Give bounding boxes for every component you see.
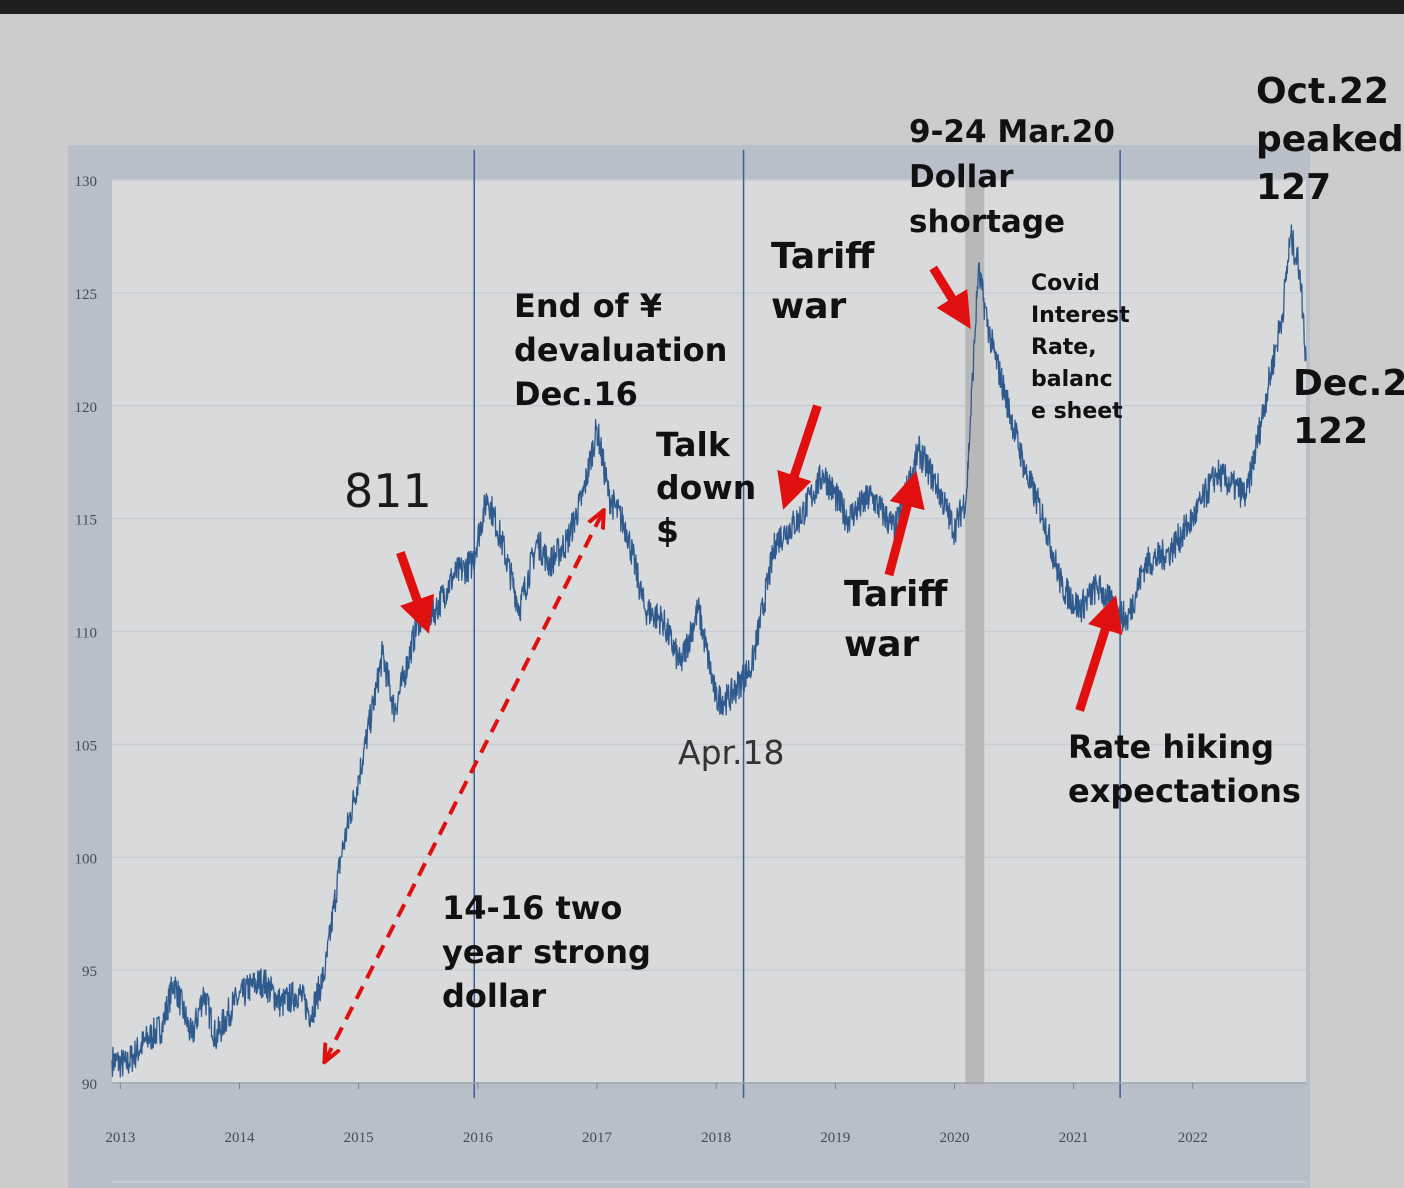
y-tick-label: 120 [75, 400, 98, 416]
x-tick-label: 2018 [701, 1130, 731, 1146]
arrow-dollar-shortage [929, 265, 971, 330]
arrow-two-year-strong-dollar [325, 512, 603, 1061]
annotation-dec2: Dec.2 122 [1293, 363, 1404, 452]
annotation-dollar-shortage: 9-24 Mar.20 Dollar shortage [909, 114, 1115, 240]
x-tick-label: 2019 [820, 1130, 850, 1146]
x-tick-label: 2017 [582, 1130, 613, 1146]
series-line-usd-index [111, 224, 1307, 1078]
y-tick-label: 100 [75, 851, 98, 867]
y-tick-label: 90 [82, 1077, 97, 1093]
y-tick-label: 130 [75, 174, 98, 190]
x-tick-label: 2020 [939, 1130, 969, 1146]
y-tick-label: 125 [75, 287, 98, 303]
annotation-two-year-strong-dollar: 14-16 two year strong dollar [442, 889, 651, 1015]
y-tick-label: 115 [75, 513, 97, 529]
y-tick-label: 110 [75, 626, 97, 642]
annotation-apr-18: Apr.18 [678, 733, 785, 772]
x-tick-label: 2016 [463, 1130, 494, 1146]
annotation-oct22-peak: Oct.22 peaked 127 [1256, 71, 1404, 208]
top-bar [0, 0, 1404, 14]
arrow-rate-hiking [1075, 595, 1123, 712]
x-tick-label: 2022 [1178, 1130, 1208, 1146]
shaded-band-mar20 [965, 180, 985, 1085]
x-tick-label: 2014 [225, 1130, 256, 1146]
x-tick-label: 2013 [105, 1130, 135, 1146]
annotation-811: 811 [344, 464, 432, 518]
annotation-talk-down-dollar: Talk down $ [656, 425, 757, 550]
y-tick-label: 105 [75, 738, 98, 754]
y-tick-label: 95 [82, 964, 97, 980]
x-tick-label: 2015 [344, 1130, 374, 1146]
annotation-covid-interest-rate: Covid Interest Rate, balanc e sheet [1031, 271, 1130, 424]
annotation-rate-hiking-expectations: Rate hiking expectations [1068, 728, 1301, 810]
annotation-end-of-yuan-devaluation: End of ¥ devaluation Dec.16 [514, 287, 728, 413]
x-tick-label: 2021 [1059, 1130, 1089, 1146]
arrow-tariff-war-2 [884, 470, 925, 577]
annotation-tariff-war-top: Tariff war [771, 236, 875, 327]
annotation-tariff-war-bottom: Tariff war [844, 574, 948, 665]
arrow-tariff-war-1 [777, 404, 822, 510]
